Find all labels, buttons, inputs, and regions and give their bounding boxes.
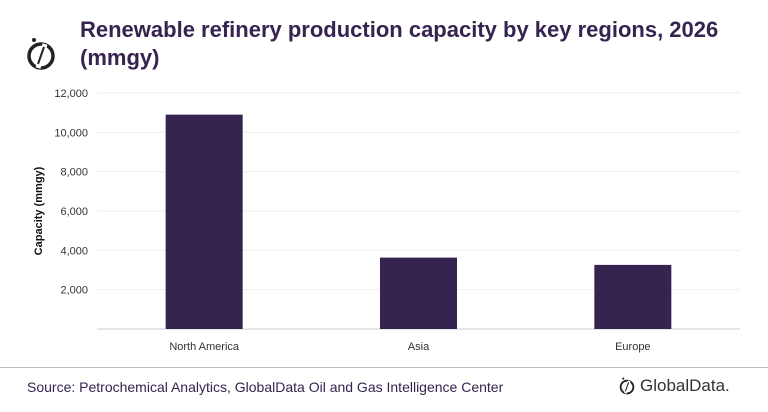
- y-tick-label: 2,000: [60, 285, 88, 297]
- y-tick-label: 8,000: [60, 167, 88, 179]
- y-tick-label: 12,000: [54, 88, 88, 100]
- bar-north-america: [165, 114, 243, 329]
- globaldata-logo-icon: [27, 38, 55, 70]
- brand-name: GlobalData.: [640, 376, 730, 395]
- y-tick-label: 4,000: [60, 245, 88, 257]
- bar-chart: 2,000 4,000 6,000 8,000 10,000 12,000 North Am…: [33, 88, 740, 353]
- x-tick-label: North America: [169, 341, 240, 353]
- divider: [0, 367, 768, 368]
- x-tick-label: Asia: [408, 341, 430, 353]
- bar-europe: [594, 264, 672, 329]
- chart-title: Renewable refinery production capacity b…: [80, 17, 719, 70]
- y-axis-label: Capacity (mmgy): [33, 166, 45, 255]
- y-tick-label: 10,000: [54, 127, 88, 139]
- brand-logo: GlobalData.: [618, 374, 730, 398]
- y-tick-label: 6,000: [60, 206, 88, 218]
- source-note: Source: Petrochemical Analytics, GlobalD…: [27, 379, 504, 395]
- x-tick-label: Europe: [615, 341, 650, 353]
- bar-asia: [380, 257, 457, 329]
- globaldata-logo-icon: [619, 377, 635, 395]
